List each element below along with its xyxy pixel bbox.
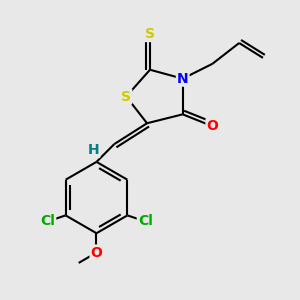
Text: N: N — [177, 72, 188, 86]
Text: H: H — [88, 143, 99, 157]
Text: Cl: Cl — [138, 214, 153, 228]
Text: Cl: Cl — [40, 214, 55, 228]
Text: S: S — [145, 27, 155, 41]
Text: S: S — [121, 89, 131, 103]
Text: O: O — [91, 245, 102, 260]
Text: O: O — [206, 119, 218, 133]
